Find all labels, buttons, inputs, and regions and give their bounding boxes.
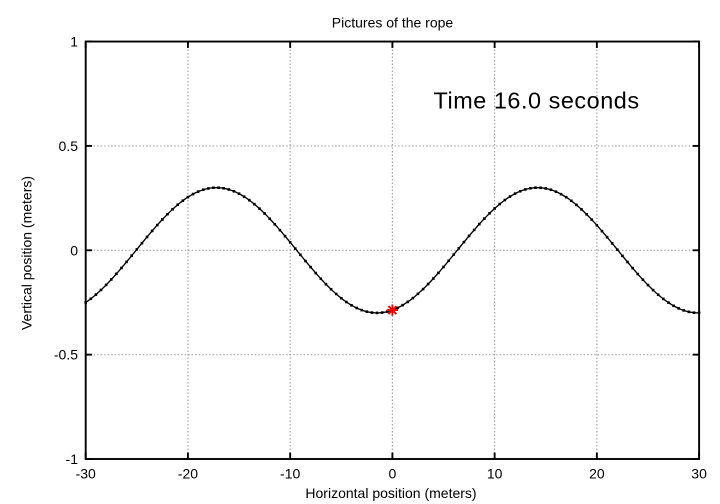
- svg-text:0: 0: [70, 242, 78, 258]
- svg-text:-0.5: -0.5: [54, 347, 78, 363]
- svg-text:Vertical position (meters): Vertical position (meters): [19, 176, 35, 330]
- svg-text:-20: -20: [178, 466, 198, 482]
- svg-text:10: 10: [487, 466, 503, 482]
- svg-text:Time 16.0 seconds: Time 16.0 seconds: [434, 88, 640, 114]
- svg-text:0.5: 0.5: [59, 138, 79, 154]
- svg-text:20: 20: [589, 466, 605, 482]
- svg-text:30: 30: [691, 466, 707, 482]
- svg-text:-10: -10: [280, 466, 300, 482]
- svg-text:Horizontal position (meters): Horizontal position (meters): [305, 485, 476, 501]
- svg-text:0: 0: [389, 466, 397, 482]
- svg-text:1: 1: [70, 34, 78, 50]
- svg-text:-1: -1: [66, 451, 79, 467]
- svg-text:Pictures of the rope: Pictures of the rope: [332, 14, 454, 30]
- svg-text:-30: -30: [76, 466, 96, 482]
